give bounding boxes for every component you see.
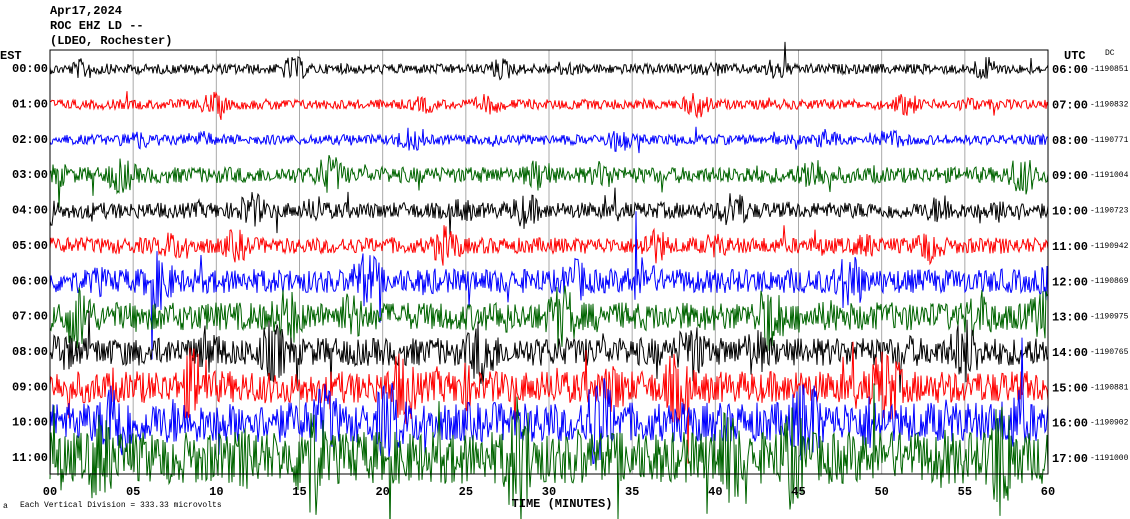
right-time-label: 16:00	[1052, 417, 1088, 431]
x-tick-label: 00	[43, 485, 57, 499]
right-time-label: 07:00	[1052, 99, 1088, 113]
right-time-label: 12:00	[1052, 275, 1088, 289]
dc-value: -1190942	[1090, 242, 1129, 251]
trace	[49, 211, 1049, 360]
right-axis-label: UTC	[1064, 49, 1086, 63]
left-time-label: 10:00	[12, 416, 48, 430]
trace	[49, 126, 1049, 154]
x-axis-label: TIME (MINUTES)	[512, 497, 613, 511]
x-tick-label: 50	[874, 485, 888, 499]
x-tick-label: 05	[126, 485, 140, 499]
trace	[49, 91, 1049, 121]
dc-label: DC	[1105, 49, 1115, 58]
left-time-label: 07:00	[12, 310, 48, 324]
footnote: Each Vertical Division = 333.33 microvol…	[20, 501, 222, 510]
title-line: Apr17,2024	[50, 4, 122, 18]
right-time-label: 14:00	[1052, 346, 1088, 360]
left-time-label: 01:00	[12, 98, 48, 112]
title-line: (LDEO, Rochester)	[50, 34, 172, 48]
right-time-label: 15:00	[1052, 381, 1088, 395]
x-tick-label: 20	[375, 485, 389, 499]
right-time-label: 10:00	[1052, 205, 1088, 219]
x-tick-label: 10	[209, 485, 223, 499]
left-time-label: 09:00	[12, 380, 48, 394]
left-time-label: 11:00	[12, 451, 48, 465]
dc-value: -1190771	[1090, 136, 1129, 145]
left-time-label: 05:00	[12, 239, 48, 253]
left-time-label: 04:00	[12, 204, 48, 218]
trace	[49, 155, 1049, 208]
dc-value: -1190869	[1090, 277, 1129, 286]
left-time-label: 02:00	[12, 133, 48, 147]
x-tick-label: 35	[625, 485, 639, 499]
trace	[49, 383, 1049, 519]
x-tick-label: 15	[292, 485, 306, 499]
title-line: ROC EHZ LD --	[50, 19, 144, 33]
trace	[49, 285, 1049, 351]
corner-mark: a	[3, 502, 8, 511]
x-tick-label: 40	[708, 485, 722, 499]
dc-value: -1191004	[1090, 171, 1129, 180]
dc-value: -1191000	[1090, 454, 1129, 463]
dc-value: -1190765	[1090, 348, 1129, 357]
right-time-label: 17:00	[1052, 452, 1088, 466]
dc-value: -1190723	[1090, 207, 1129, 216]
right-time-label: 06:00	[1052, 63, 1088, 77]
trace	[49, 41, 1049, 81]
x-tick-label: 30	[542, 485, 556, 499]
left-time-label: 08:00	[12, 345, 48, 359]
trace	[49, 187, 1049, 238]
dc-value: -1190881	[1090, 383, 1129, 392]
trace	[49, 225, 1049, 266]
left-time-label: 06:00	[12, 274, 48, 288]
left-time-label: 03:00	[12, 168, 48, 182]
right-time-label: 09:00	[1052, 169, 1088, 183]
plot-frame	[49, 49, 1049, 475]
dc-value: -1190851	[1090, 65, 1129, 74]
left-time-label: 00:00	[12, 62, 48, 76]
right-time-label: 11:00	[1052, 240, 1088, 254]
dc-value: -1190832	[1090, 100, 1129, 109]
trace	[49, 337, 1049, 465]
traces	[49, 41, 1049, 519]
right-time-label: 08:00	[1052, 134, 1088, 148]
dc-value: -1190975	[1090, 313, 1129, 322]
x-tick-label: 60	[1041, 485, 1055, 499]
right-time-label: 13:00	[1052, 311, 1088, 325]
dc-value: -1190902	[1090, 419, 1129, 428]
trace	[49, 341, 1049, 464]
left-axis-label: EST	[0, 49, 22, 63]
x-tick-label: 25	[459, 485, 473, 499]
x-tick-label: 55	[958, 485, 972, 499]
x-tick-label: 45	[791, 485, 805, 499]
